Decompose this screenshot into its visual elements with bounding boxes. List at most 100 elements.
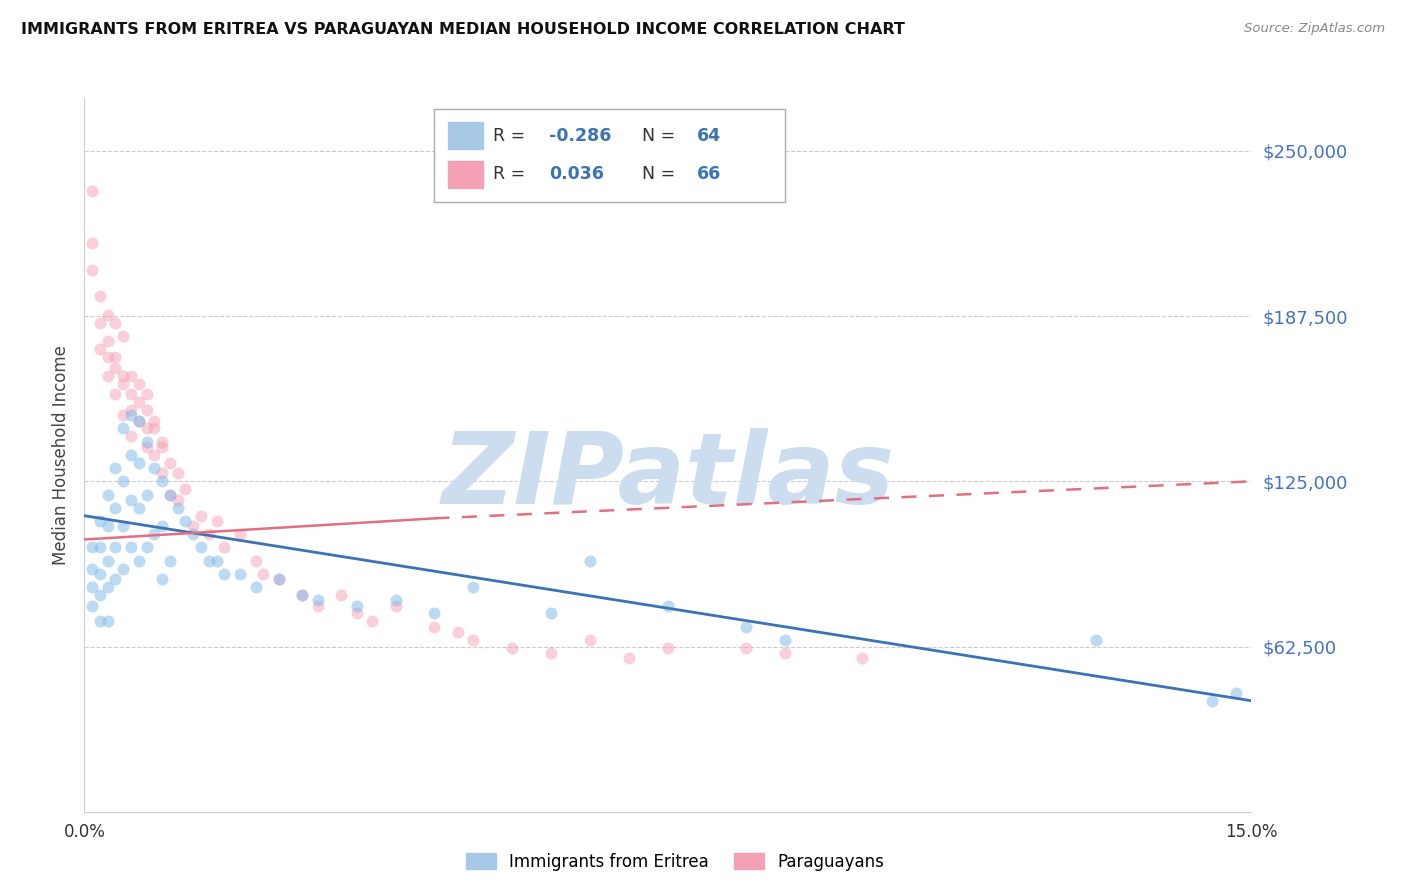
Paraguayans bbox=[166, 492, 188, 507]
Paraguayans bbox=[104, 387, 127, 401]
Immigrants from Eritrea bbox=[97, 554, 120, 568]
Immigrants from Eritrea bbox=[120, 448, 142, 462]
Paraguayans bbox=[166, 467, 188, 481]
Immigrants from Eritrea bbox=[657, 599, 679, 613]
Immigrants from Eritrea bbox=[104, 541, 127, 555]
Paraguayans bbox=[423, 620, 446, 634]
Paraguayans bbox=[190, 508, 212, 523]
Immigrants from Eritrea bbox=[205, 554, 228, 568]
Bar bbox=[449, 122, 484, 150]
Paraguayans bbox=[229, 527, 252, 541]
Immigrants from Eritrea bbox=[82, 580, 104, 594]
Paraguayans bbox=[773, 646, 796, 660]
Immigrants from Eritrea bbox=[120, 409, 142, 423]
Paraguayans bbox=[150, 440, 173, 454]
Immigrants from Eritrea bbox=[159, 487, 181, 501]
Immigrants from Eritrea bbox=[89, 514, 111, 528]
Text: 64: 64 bbox=[697, 127, 721, 145]
Paraguayans bbox=[104, 350, 127, 364]
Paraguayans bbox=[89, 316, 111, 330]
Immigrants from Eritrea bbox=[384, 593, 406, 607]
Paraguayans bbox=[657, 640, 679, 655]
Bar bbox=[449, 161, 484, 188]
Immigrants from Eritrea bbox=[112, 475, 135, 489]
Paraguayans bbox=[112, 409, 135, 423]
Immigrants from Eritrea bbox=[89, 541, 111, 555]
Text: 66: 66 bbox=[697, 166, 721, 184]
Immigrants from Eritrea bbox=[159, 554, 181, 568]
Immigrants from Eritrea bbox=[150, 572, 173, 586]
Paraguayans bbox=[252, 566, 274, 581]
Paraguayans bbox=[361, 615, 384, 629]
Paraguayans bbox=[135, 440, 157, 454]
Paraguayans bbox=[205, 514, 228, 528]
Paraguayans bbox=[198, 527, 221, 541]
Paraguayans bbox=[112, 376, 135, 391]
Paraguayans bbox=[82, 184, 104, 198]
Immigrants from Eritrea bbox=[97, 580, 120, 594]
Paraguayans bbox=[447, 625, 470, 640]
Immigrants from Eritrea bbox=[245, 580, 267, 594]
Immigrants from Eritrea bbox=[89, 566, 111, 581]
Immigrants from Eritrea bbox=[120, 541, 142, 555]
Immigrants from Eritrea bbox=[135, 541, 157, 555]
Immigrants from Eritrea bbox=[579, 554, 602, 568]
Immigrants from Eritrea bbox=[82, 541, 104, 555]
Immigrants from Eritrea bbox=[112, 561, 135, 575]
Immigrants from Eritrea bbox=[143, 527, 166, 541]
Immigrants from Eritrea bbox=[1225, 686, 1247, 700]
Immigrants from Eritrea bbox=[104, 461, 127, 475]
Text: 0.036: 0.036 bbox=[548, 166, 603, 184]
Paraguayans bbox=[143, 421, 166, 435]
Paraguayans bbox=[104, 316, 127, 330]
Paraguayans bbox=[159, 487, 181, 501]
Immigrants from Eritrea bbox=[214, 566, 236, 581]
Paraguayans bbox=[128, 376, 150, 391]
Immigrants from Eritrea bbox=[198, 554, 221, 568]
Paraguayans bbox=[82, 236, 104, 251]
Immigrants from Eritrea bbox=[128, 456, 150, 470]
Immigrants from Eritrea bbox=[89, 615, 111, 629]
Immigrants from Eritrea bbox=[104, 572, 127, 586]
Immigrants from Eritrea bbox=[97, 487, 120, 501]
Immigrants from Eritrea bbox=[143, 461, 166, 475]
Paraguayans bbox=[120, 429, 142, 443]
Paraguayans bbox=[120, 368, 142, 383]
Immigrants from Eritrea bbox=[540, 607, 562, 621]
Immigrants from Eritrea bbox=[291, 588, 314, 602]
Immigrants from Eritrea bbox=[773, 632, 796, 647]
Paraguayans bbox=[734, 640, 756, 655]
Paraguayans bbox=[89, 289, 111, 303]
Text: -0.286: -0.286 bbox=[548, 127, 612, 145]
Paraguayans bbox=[128, 413, 150, 427]
Paraguayans bbox=[579, 632, 602, 647]
Immigrants from Eritrea bbox=[128, 500, 150, 515]
Paraguayans bbox=[97, 308, 120, 322]
Immigrants from Eritrea bbox=[229, 566, 252, 581]
Paraguayans bbox=[112, 329, 135, 343]
Immigrants from Eritrea bbox=[120, 492, 142, 507]
Paraguayans bbox=[851, 651, 873, 665]
Immigrants from Eritrea bbox=[128, 554, 150, 568]
Paraguayans bbox=[307, 599, 329, 613]
Paraguayans bbox=[267, 572, 290, 586]
Paraguayans bbox=[82, 263, 104, 277]
Paraguayans bbox=[346, 607, 368, 621]
Paraguayans bbox=[135, 387, 157, 401]
Paraguayans bbox=[150, 467, 173, 481]
Paraguayans bbox=[501, 640, 523, 655]
Paraguayans bbox=[112, 368, 135, 383]
Paraguayans bbox=[181, 519, 204, 533]
Immigrants from Eritrea bbox=[82, 599, 104, 613]
Text: ZIPatlas: ZIPatlas bbox=[441, 428, 894, 524]
Paraguayans bbox=[245, 554, 267, 568]
Immigrants from Eritrea bbox=[734, 620, 756, 634]
Immigrants from Eritrea bbox=[166, 500, 188, 515]
Legend: Immigrants from Eritrea, Paraguayans: Immigrants from Eritrea, Paraguayans bbox=[457, 845, 893, 880]
Text: R =: R = bbox=[494, 166, 530, 184]
Immigrants from Eritrea bbox=[1201, 694, 1223, 708]
Paraguayans bbox=[463, 632, 485, 647]
Immigrants from Eritrea bbox=[1084, 632, 1107, 647]
Immigrants from Eritrea bbox=[135, 487, 157, 501]
Immigrants from Eritrea bbox=[463, 580, 485, 594]
